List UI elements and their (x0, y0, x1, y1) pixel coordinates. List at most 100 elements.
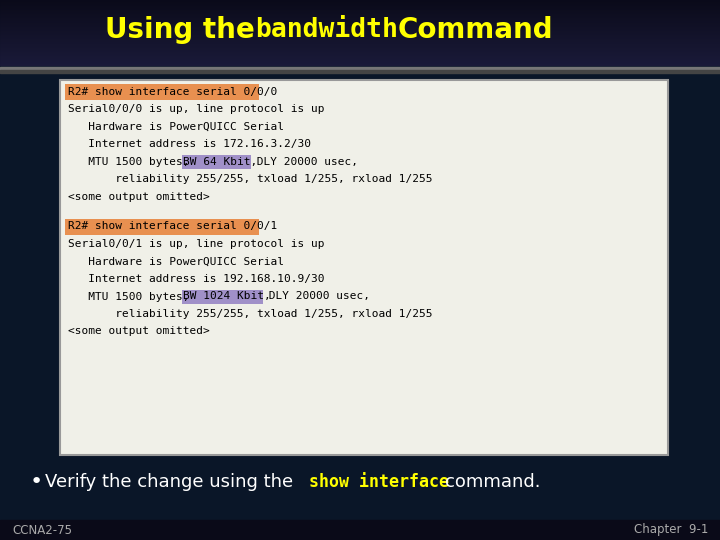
Text: Using the: Using the (105, 16, 255, 44)
Text: reliability 255/255, txload 1/255, rxload 1/255: reliability 255/255, txload 1/255, rxloa… (68, 309, 433, 319)
Bar (0, 42, 720, 43)
Bar (0, 37, 720, 38)
Bar (0, 48, 720, 49)
Text: Internet address is 192.168.10.9/30: Internet address is 192.168.10.9/30 (68, 274, 325, 284)
Bar (0, 67, 720, 70)
Bar (0, 7, 720, 8)
Bar (0, 12, 720, 13)
Bar (0, 24, 720, 25)
Bar (60, 80, 668, 455)
Text: Serial0/0/1 is up, line protocol is up: Serial0/0/1 is up, line protocol is up (68, 239, 325, 249)
Bar (0, 21, 720, 22)
Text: Command: Command (398, 16, 554, 44)
Bar (0, 25, 720, 26)
Bar (0, 15, 720, 16)
Bar (0, 30, 720, 31)
Text: Verify the change using the: Verify the change using the (45, 473, 293, 491)
Bar (0, 26, 720, 27)
Bar (0, 45, 720, 46)
Bar (0, 49, 720, 50)
Bar (0, 33, 720, 34)
Bar (0, 52, 720, 53)
Bar (0, 50, 720, 51)
Text: •: • (30, 472, 43, 492)
Bar (0, 9, 720, 10)
Text: BW 64 Kbit,: BW 64 Kbit, (183, 157, 257, 167)
Bar (0, 18, 720, 19)
Text: show interface: show interface (309, 473, 449, 491)
Bar (0, 61, 720, 62)
Bar (182, 289, 263, 303)
Bar (0, 41, 720, 42)
Text: Chapter  9-1: Chapter 9-1 (634, 523, 708, 537)
Bar (0, 55, 720, 56)
Text: R2# show interface serial 0/0/1: R2# show interface serial 0/0/1 (68, 221, 277, 232)
Bar (0, 54, 720, 55)
Text: Hardware is PowerQUICC Serial: Hardware is PowerQUICC Serial (68, 256, 284, 267)
Bar (0, 19, 720, 20)
Bar (0, 40, 720, 41)
Bar (0, 34, 720, 35)
Text: bandwidth: bandwidth (255, 17, 398, 43)
Bar (0, 0, 720, 1)
Bar (0, 58, 720, 59)
Text: DLY 20000 usec,: DLY 20000 usec, (261, 292, 369, 301)
Bar (0, 44, 720, 45)
Bar (0, 20, 720, 21)
Text: MTU 1500 bytes,: MTU 1500 bytes, (68, 157, 197, 167)
Bar (0, 10, 720, 11)
Bar (0, 63, 720, 64)
Bar (0, 60, 720, 61)
Bar (0, 38, 720, 39)
Bar (0, 62, 720, 63)
Bar (0, 28, 720, 29)
Bar (0, 39, 720, 40)
Bar (0, 29, 720, 30)
Bar (0, 59, 720, 60)
Bar (65, 84, 258, 100)
Text: reliability 255/255, txload 1/255, rxload 1/255: reliability 255/255, txload 1/255, rxloa… (68, 174, 433, 185)
Bar (0, 4, 720, 5)
Text: Serial0/0/0 is up, line protocol is up: Serial0/0/0 is up, line protocol is up (68, 105, 325, 114)
Text: CCNA2-75: CCNA2-75 (12, 523, 72, 537)
Bar (0, 5, 720, 6)
Text: R2# show interface serial 0/0/0: R2# show interface serial 0/0/0 (68, 87, 277, 97)
Text: BW 1024 Kbit,: BW 1024 Kbit, (183, 292, 271, 301)
Bar (0, 35, 720, 36)
Text: command.: command. (445, 473, 541, 491)
Text: <some output omitted>: <some output omitted> (68, 327, 210, 336)
Bar (0, 57, 720, 58)
Text: <some output omitted>: <some output omitted> (68, 192, 210, 202)
Bar (0, 27, 720, 28)
Bar (0, 520, 720, 540)
Bar (0, 2, 720, 3)
Bar (0, 51, 720, 52)
Text: Internet address is 172.16.3.2/30: Internet address is 172.16.3.2/30 (68, 139, 311, 150)
Bar (0, 6, 720, 7)
Bar (0, 64, 720, 65)
Bar (0, 13, 720, 14)
Bar (0, 14, 720, 15)
Bar (0, 1, 720, 2)
Text: Hardware is PowerQUICC Serial: Hardware is PowerQUICC Serial (68, 122, 284, 132)
Bar (182, 155, 251, 169)
Bar (0, 56, 720, 57)
Bar (65, 219, 258, 234)
Text: DLY 20000 usec,: DLY 20000 usec, (250, 157, 358, 167)
Bar (0, 46, 720, 47)
Bar (0, 47, 720, 48)
Bar (0, 17, 720, 18)
Bar (0, 36, 720, 37)
Bar (0, 22, 720, 23)
Bar (0, 8, 720, 9)
Bar (0, 32, 720, 33)
Bar (0, 16, 720, 17)
Bar (0, 23, 720, 24)
Bar (0, 11, 720, 12)
Bar (0, 31, 720, 32)
Text: MTU 1500 bytes,: MTU 1500 bytes, (68, 292, 197, 301)
Bar (0, 53, 720, 54)
Bar (0, 43, 720, 44)
Bar (0, 70, 720, 73)
Bar (0, 3, 720, 4)
